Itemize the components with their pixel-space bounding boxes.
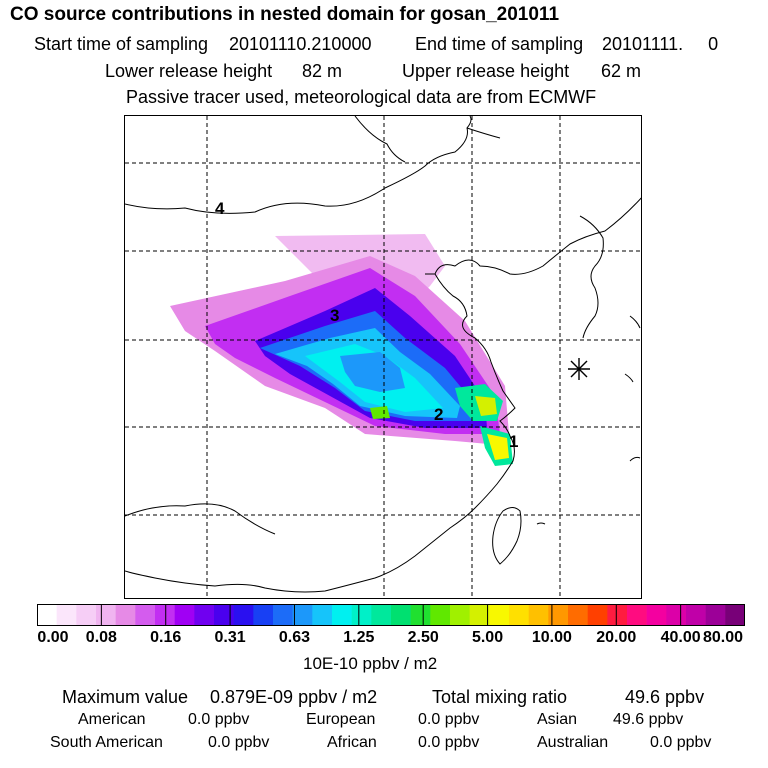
colorbar-tick-label: 10.00 (531, 629, 572, 646)
region-label-1: 1 (509, 432, 519, 451)
concentration-plume (170, 234, 513, 466)
colorbar-swatch (155, 604, 175, 626)
colorbar-tick-label: 40.00 (660, 629, 701, 646)
colorbar-swatch (568, 604, 588, 626)
start-time-value: 20101110.210000 (229, 34, 372, 54)
region-label-2: 2 (434, 405, 444, 424)
colorbar-tick-label: 20.00 (596, 629, 637, 646)
colorbar-swatch (469, 604, 490, 626)
colorbar-swatch (666, 604, 687, 626)
colorbar-swatch (351, 604, 372, 626)
colorbar-swatch (273, 604, 293, 626)
region-label-3: 3 (330, 306, 340, 325)
max-value: 0.879E-09 ppbv / m2 (210, 687, 378, 707)
grid-lines (125, 116, 641, 598)
source-name-australian: Australian (537, 734, 609, 751)
colorbar-swatch (627, 604, 647, 626)
colorbar-swatch (292, 604, 313, 626)
end-time-value: 20101111. 0 (602, 34, 719, 54)
colorbar-swatch (96, 604, 116, 626)
colorbar-tick-label: 0.08 (85, 629, 117, 646)
colorbar-tick-label: 0.16 (150, 629, 182, 646)
colorbar-swatch (174, 604, 195, 626)
colorbar-swatch (548, 604, 569, 626)
colorbar (37, 604, 746, 626)
source-value-african: 0.0 ppbv (418, 734, 480, 751)
colorbar-swatch (587, 604, 608, 626)
source-value-south-american: 0.0 ppbv (208, 734, 270, 751)
source-value-australian: 0.0 ppbv (650, 734, 712, 751)
colorbar-tick-label: 5.00 (471, 629, 504, 646)
source-value-american: 0.0 ppbv (188, 711, 250, 728)
total-mixing-value: 49.6 ppbv (625, 687, 705, 707)
source-value-asian: 49.6 ppbv (613, 711, 684, 728)
colorbar-swatch (509, 604, 529, 626)
region-label-4: 4 (215, 199, 225, 218)
colorbar-tick-label: 2.50 (407, 629, 439, 646)
colorbar-border (37, 604, 745, 626)
colorbar-swatch (115, 604, 136, 626)
colorbar-swatch (312, 604, 333, 626)
lower-release-value: 82 m (302, 61, 343, 81)
colorbar-swatch (37, 604, 57, 626)
colorbar-swatch (135, 604, 156, 626)
colorbar-swatch (450, 604, 470, 626)
colorbar-swatch (725, 604, 746, 626)
end-time-label: End time of sampling (415, 34, 584, 54)
total-mixing-label: Total mixing ratio (432, 687, 568, 707)
lower-release-label: Lower release height (105, 61, 273, 81)
colorbar-units: 10E-10 ppbv / m2 (303, 654, 438, 673)
colorbar-tick-label: 0.63 (278, 629, 311, 646)
source-name-south-american: South American (50, 734, 163, 751)
colorbar-tick-label: 1.25 (343, 629, 375, 646)
source-name-asian: Asian (537, 711, 578, 728)
colorbar-swatch (528, 604, 549, 626)
source-name-european: European (306, 711, 376, 728)
colorbar-swatch (233, 604, 254, 626)
source-name-american: American (78, 711, 146, 728)
upper-release-value: 62 m (601, 61, 642, 81)
colorbar-swatch (332, 604, 352, 626)
colorbar-tick-label: 0.00 (37, 629, 69, 646)
source-value-european: 0.0 ppbv (418, 711, 480, 728)
colorbar-swatch (705, 604, 726, 626)
colorbar-swatch (56, 604, 77, 626)
source-name-african: African (327, 734, 377, 751)
colorbar-tick-label: 0.31 (214, 629, 246, 646)
colorbar-swatch (253, 604, 274, 626)
colorbar-tick-label: 80.00 (702, 629, 744, 646)
upper-release-label: Upper release height (402, 61, 570, 81)
colorbar-swatch (646, 604, 667, 626)
colorbar-swatch (214, 604, 234, 626)
colorbar-swatch (76, 604, 97, 626)
colorbar-swatch (410, 604, 431, 626)
colorbar-swatch (371, 604, 392, 626)
colorbar-swatch (489, 604, 510, 626)
colorbar-swatch (430, 604, 451, 626)
colorbar-swatch (391, 604, 411, 626)
max-value-label: Maximum value (62, 687, 189, 707)
colorbar-swatch (194, 604, 215, 626)
tracer-note: Passive tracer used, meteorological data… (126, 87, 597, 107)
receptor-asterisk-marker (568, 358, 590, 380)
start-time-label: Start time of sampling (34, 34, 209, 54)
plot-title: CO source contributions in nested domain… (10, 4, 560, 25)
colorbar-swatch (686, 604, 706, 626)
colorbar-swatch (607, 604, 628, 626)
map-panel: 1 2 3 4 (124, 115, 642, 599)
